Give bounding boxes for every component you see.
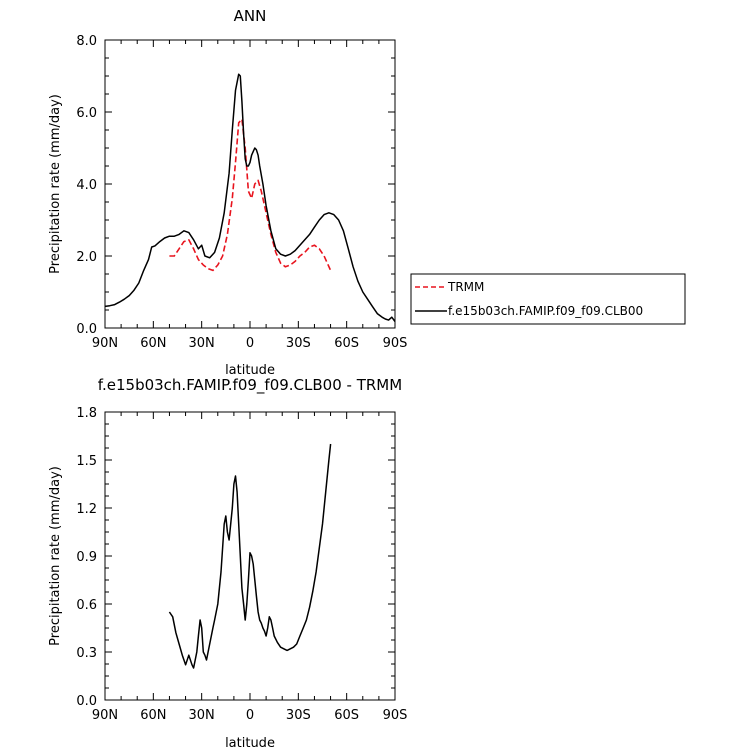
y-tick-label: 0.0 bbox=[76, 694, 97, 709]
axis-ticks-bottom: 90N 60N 30N 0 30S 60S 90S 0.0 0.3 0.6 0.9 1.2 1.5 1.8 bbox=[76, 406, 407, 723]
y-tick-label: 0.6 bbox=[76, 598, 97, 613]
x-axis-label-bottom: latitude bbox=[225, 736, 275, 751]
difference-panel: f.e15b03ch.FAMIP.f09_f09.CLB00 - TRMM 90… bbox=[48, 376, 407, 751]
series-lines-top bbox=[104, 73, 396, 322]
chart-title-top: ANN bbox=[234, 7, 267, 25]
plot-frame-top bbox=[104, 39, 396, 329]
y-tick-label: 0.3 bbox=[76, 646, 97, 661]
axis-ticks-top: 90N 60N 30N 0 30S 60S 90S 0.0 2.0 4.0 6.0 8.0 bbox=[76, 34, 407, 351]
series-line-0 bbox=[169, 118, 332, 272]
series-line-0 bbox=[168, 443, 332, 669]
x-tick-label: 90S bbox=[383, 708, 408, 723]
y-tick-label: 1.5 bbox=[76, 454, 97, 469]
x-tick-label: 90N bbox=[92, 708, 118, 723]
series-lines-bottom bbox=[168, 443, 332, 669]
legend-box bbox=[410, 273, 686, 325]
y-tick-label: 1.2 bbox=[76, 502, 97, 517]
x-tick-label: 0 bbox=[246, 708, 254, 723]
series-line-1 bbox=[104, 73, 396, 322]
y-tick-label: 4.0 bbox=[76, 178, 97, 193]
x-tick-label: 60N bbox=[140, 336, 166, 351]
x-tick-label: 60S bbox=[334, 336, 359, 351]
x-tick-label: 90N bbox=[92, 336, 118, 351]
x-tick-label: 30S bbox=[286, 708, 311, 723]
legend-label-trmm: TRMM bbox=[447, 280, 484, 294]
x-tick-label: 60N bbox=[140, 708, 166, 723]
legend: TRMM f.e15b03ch.FAMIP.f09_f09.CLB00 bbox=[410, 273, 686, 325]
y-tick-label: 0.9 bbox=[76, 550, 97, 565]
y-tick-label: 0.0 bbox=[76, 322, 97, 337]
y-axis-label-bottom: Precipitation rate (mm/day) bbox=[48, 466, 63, 646]
x-axis-label-top: latitude bbox=[225, 363, 275, 378]
x-tick-label: 60S bbox=[334, 708, 359, 723]
y-axis-label-top: Precipitation rate (mm/day) bbox=[48, 94, 63, 274]
y-tick-label: 6.0 bbox=[76, 106, 97, 121]
x-tick-label: 30N bbox=[189, 708, 215, 723]
x-tick-label: 30S bbox=[286, 336, 311, 351]
legend-label-model: f.e15b03ch.FAMIP.f09_f09.CLB00 bbox=[448, 304, 643, 318]
annual-mean-panel: ANN 90N 60N 30N 0 30S 60S 90S 0.0 2.0 4.0 6.0 8.0 l… bbox=[48, 7, 407, 378]
chart-title-bottom: f.e15b03ch.FAMIP.f09_f09.CLB00 - TRMM bbox=[98, 376, 402, 395]
y-tick-label: 1.8 bbox=[76, 406, 97, 421]
y-tick-label: 8.0 bbox=[76, 34, 97, 49]
x-tick-label: 90S bbox=[383, 336, 408, 351]
x-tick-label: 0 bbox=[246, 336, 254, 351]
y-tick-label: 2.0 bbox=[76, 250, 97, 265]
x-tick-label: 30N bbox=[189, 336, 215, 351]
